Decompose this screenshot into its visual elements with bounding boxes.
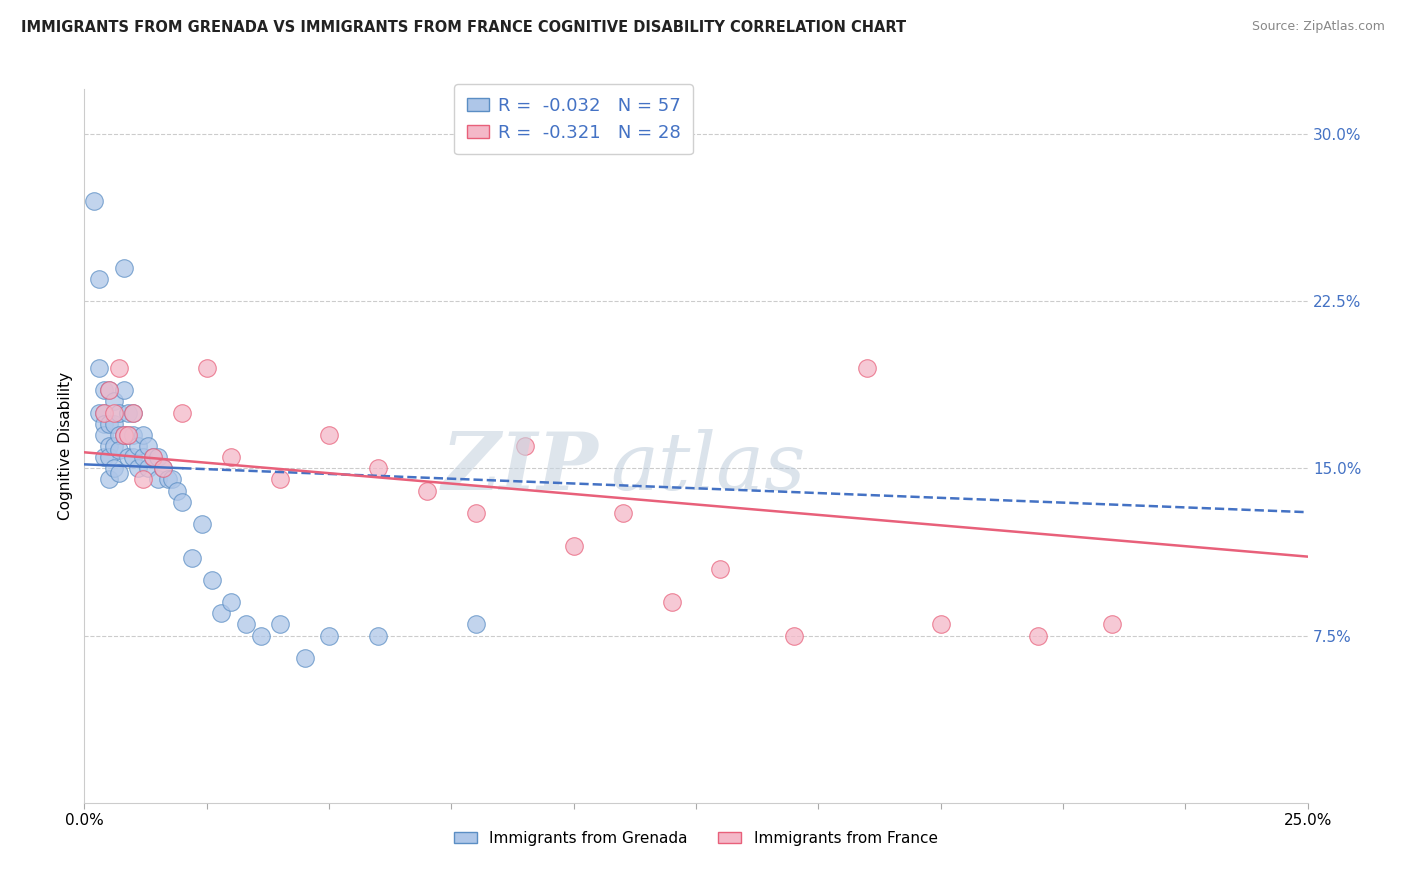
Point (107, 427, 129, 442)
Point (269, 617, 291, 632)
Point (142, 450, 165, 464)
Point (152, 461, 174, 475)
Point (117, 427, 139, 442)
Point (83, 194, 105, 208)
Point (367, 628, 389, 642)
Point (1028, 628, 1050, 642)
Point (93, 384, 115, 398)
Point (191, 516, 214, 531)
Text: atlas: atlas (610, 429, 806, 506)
Point (97, 417, 120, 431)
Point (103, 439, 125, 453)
Point (162, 473, 184, 487)
Text: ZIP: ZIP (441, 429, 598, 506)
Point (112, 427, 135, 442)
Point (195, 360, 218, 375)
Y-axis label: Cognitive Disability: Cognitive Disability (58, 372, 73, 520)
Point (93, 405, 115, 419)
Point (783, 628, 806, 642)
Point (146, 450, 169, 464)
Point (269, 473, 291, 487)
Point (219, 450, 242, 464)
Point (117, 427, 139, 442)
Point (132, 450, 155, 464)
Point (294, 651, 316, 665)
Point (97, 439, 120, 453)
Legend: Immigrants from Grenada, Immigrants from France: Immigrants from Grenada, Immigrants from… (449, 825, 943, 852)
Point (107, 443, 129, 458)
Point (93, 450, 115, 464)
Point (117, 405, 139, 419)
Point (856, 360, 879, 375)
Point (562, 539, 585, 553)
Point (97, 384, 120, 398)
Point (107, 360, 129, 375)
Point (136, 461, 159, 475)
Point (103, 394, 125, 409)
Point (181, 550, 204, 565)
Point (107, 466, 129, 480)
Point (122, 405, 145, 419)
Point (172, 405, 194, 419)
Point (93, 417, 115, 431)
Point (97, 450, 120, 464)
Point (103, 405, 125, 419)
Point (122, 450, 145, 464)
Point (219, 595, 242, 609)
Text: Source: ZipAtlas.com: Source: ZipAtlas.com (1251, 20, 1385, 33)
Point (513, 439, 536, 453)
Point (107, 405, 129, 419)
Point (416, 483, 439, 498)
Point (146, 473, 169, 487)
Point (112, 384, 135, 398)
Point (318, 628, 340, 642)
Point (112, 427, 135, 442)
Point (117, 450, 139, 464)
Point (709, 562, 731, 576)
Point (166, 483, 188, 498)
Point (929, 617, 952, 632)
Point (132, 473, 155, 487)
Point (87, 271, 110, 285)
Point (152, 461, 174, 475)
Point (142, 450, 165, 464)
Point (156, 473, 179, 487)
Point (172, 494, 194, 508)
Point (103, 417, 125, 431)
Point (97, 473, 120, 487)
Point (122, 427, 145, 442)
Point (1101, 617, 1123, 632)
Point (661, 595, 683, 609)
Point (122, 405, 145, 419)
Point (97, 384, 120, 398)
Point (87, 405, 110, 419)
Point (136, 439, 159, 453)
Point (249, 628, 271, 642)
Point (93, 427, 115, 442)
Point (464, 617, 486, 632)
Point (93, 405, 115, 419)
Point (132, 427, 155, 442)
Point (127, 461, 149, 475)
Point (209, 607, 232, 621)
Point (235, 617, 257, 632)
Point (87, 360, 110, 375)
Point (127, 439, 149, 453)
Point (318, 427, 340, 442)
Point (103, 461, 125, 475)
Point (367, 461, 389, 475)
Text: IMMIGRANTS FROM GRENADA VS IMMIGRANTS FROM FRANCE COGNITIVE DISABILITY CORRELATI: IMMIGRANTS FROM GRENADA VS IMMIGRANTS FR… (21, 20, 907, 35)
Point (200, 573, 222, 587)
Point (112, 260, 135, 275)
Point (464, 506, 486, 520)
Point (612, 506, 634, 520)
